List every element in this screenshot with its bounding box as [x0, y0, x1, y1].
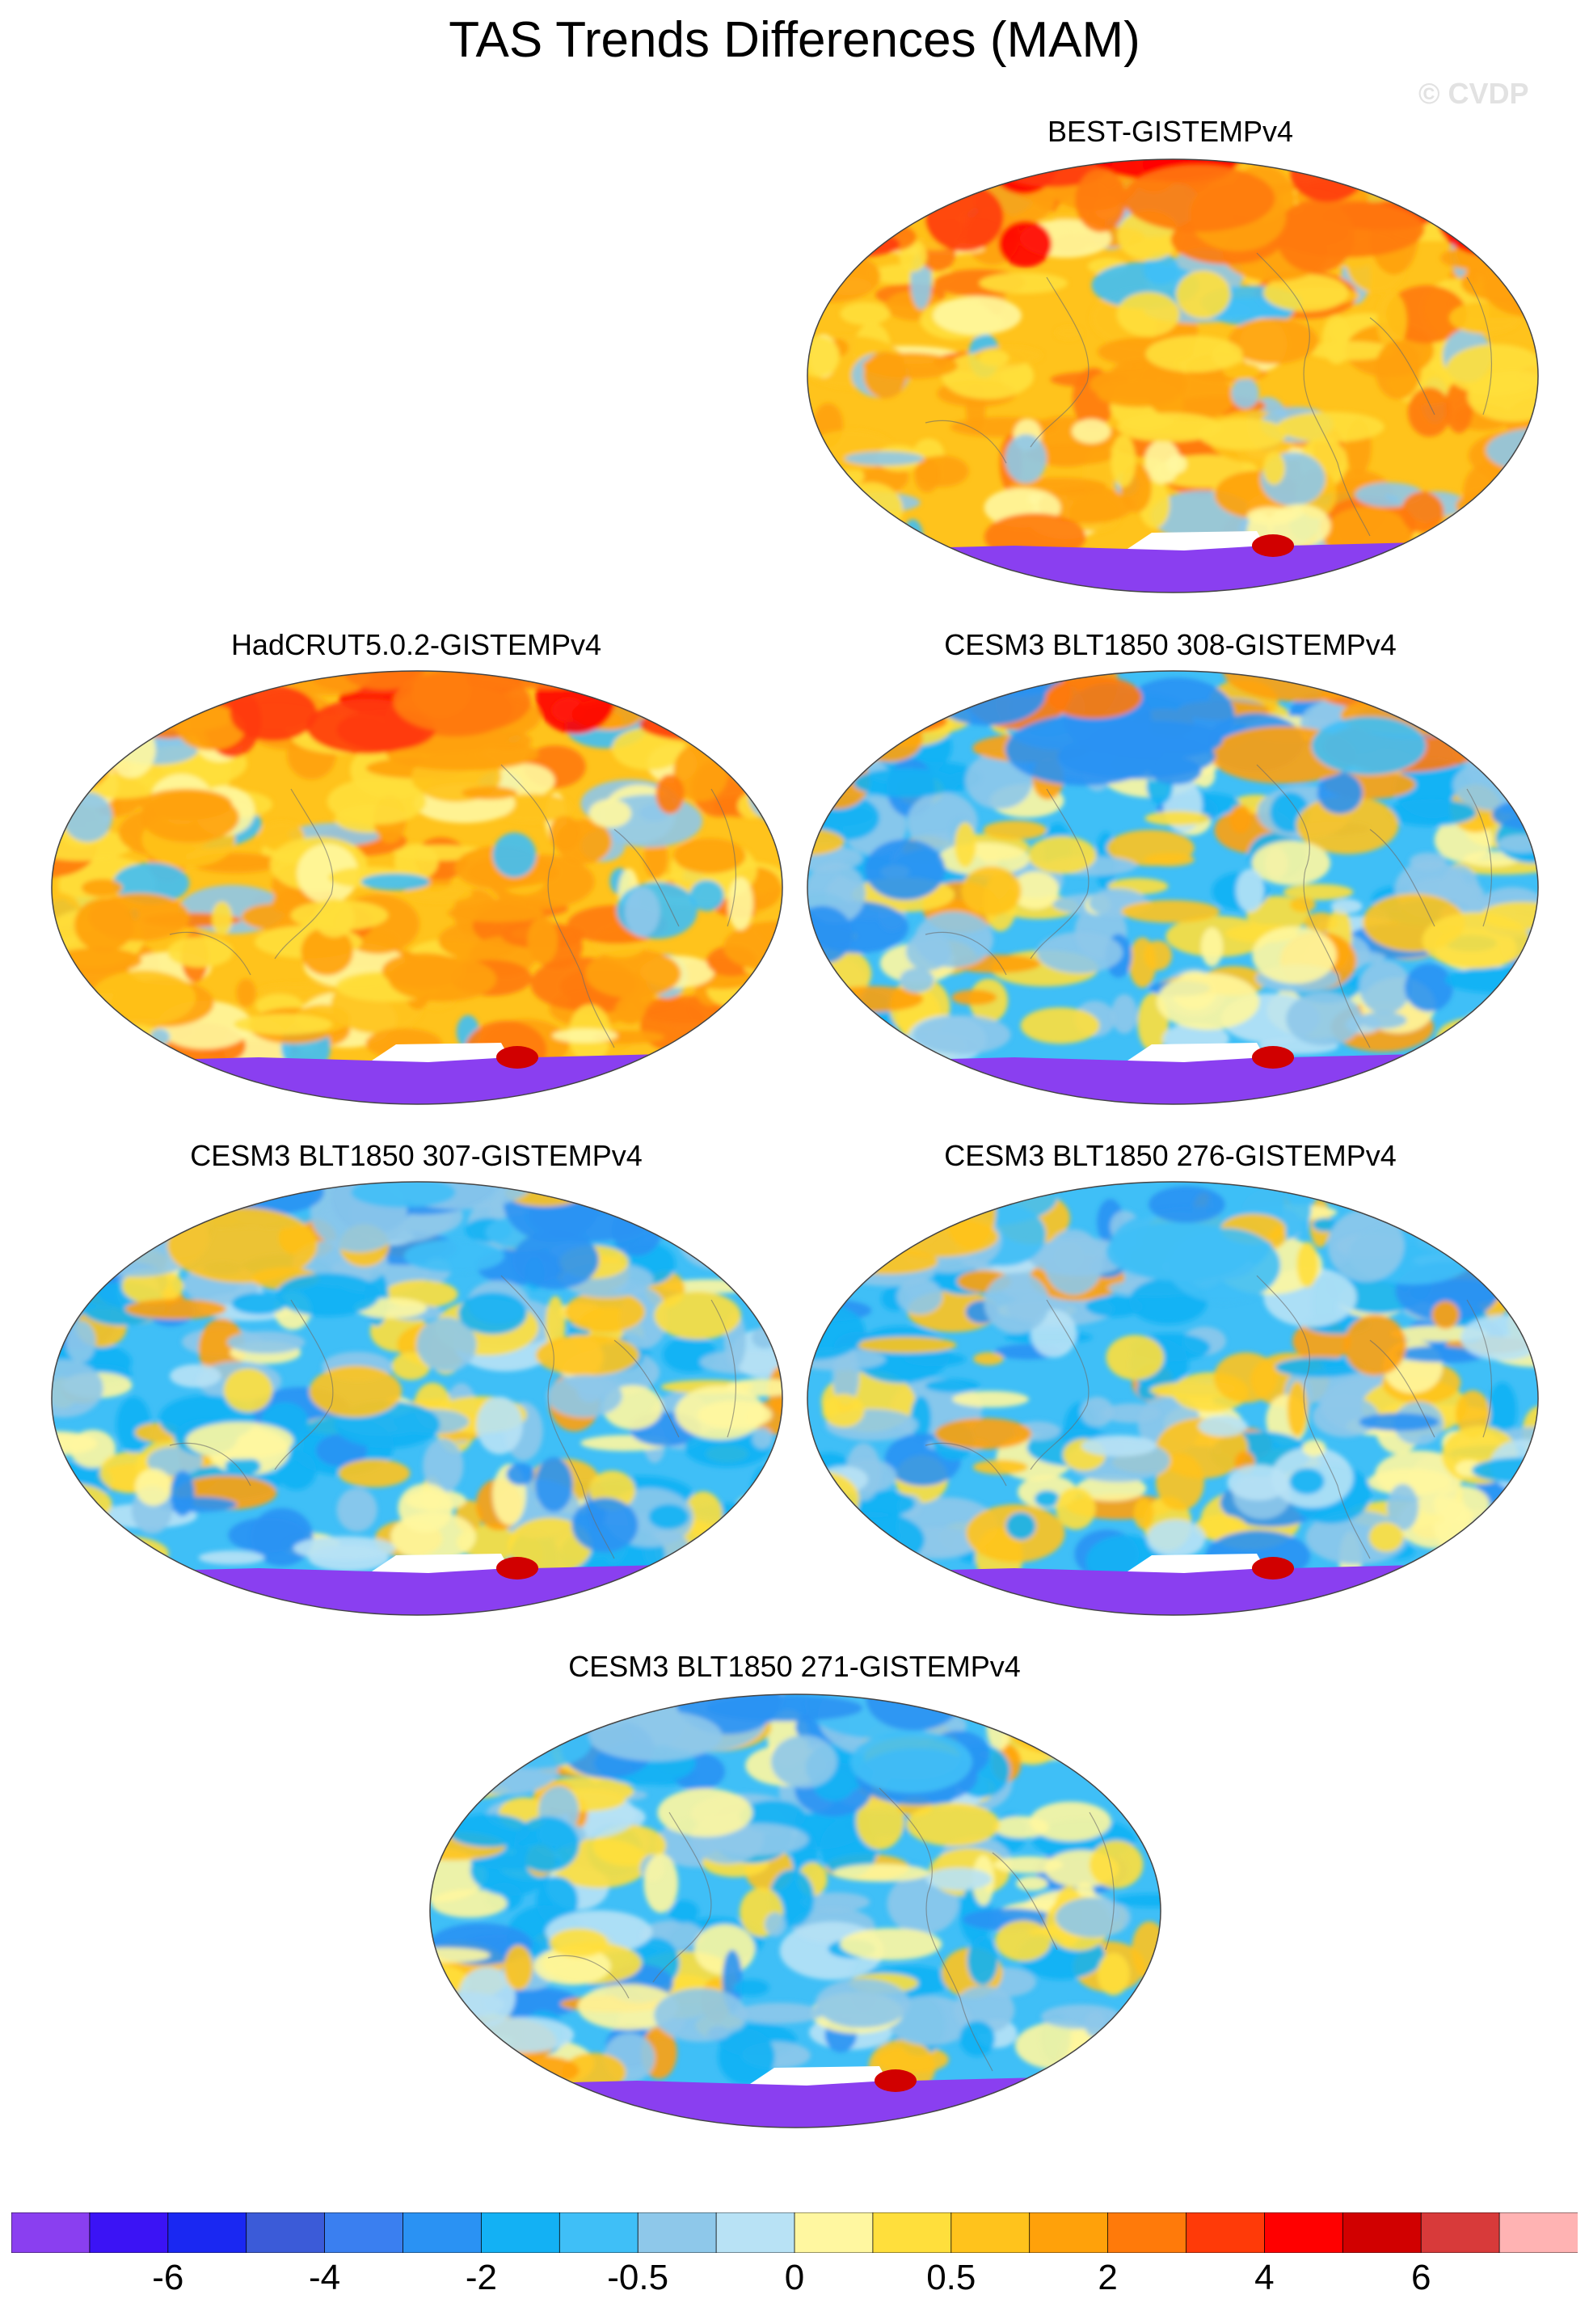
- panel-title-276: CESM3 BLT1850 276-GISTEMPv4: [944, 1139, 1397, 1172]
- colorbar-tick-label: -2: [465, 2258, 497, 2297]
- colorbar-swatch: [1498, 2212, 1578, 2253]
- colorbar-swatch: [481, 2212, 561, 2253]
- colorbar-swatch: [11, 2212, 91, 2253]
- map-panel-hadcrut: [48, 668, 786, 1107]
- map-panel-276: [804, 1179, 1541, 1618]
- colorbar-tick-label: 2: [1098, 2258, 1118, 2297]
- panel-title-308: CESM3 BLT1850 308-GISTEMPv4: [944, 628, 1397, 661]
- map-panel-307: [48, 1179, 786, 1618]
- colorbar-swatch: [1107, 2212, 1187, 2253]
- colorbar-swatch: [167, 2212, 247, 2253]
- map-panel-best: [804, 156, 1541, 596]
- panel-title-best: BEST-GISTEMPv4: [1047, 115, 1294, 148]
- colorbar-swatch: [637, 2212, 718, 2253]
- colorbar: [11, 2212, 1578, 2253]
- colorbar-swatch: [950, 2212, 1031, 2253]
- colorbar-swatch: [1029, 2212, 1109, 2253]
- colorbar-swatch: [558, 2212, 639, 2253]
- colorbar-tick-label: 4: [1254, 2258, 1275, 2297]
- colorbar-swatch: [794, 2212, 874, 2253]
- colorbar-swatch: [246, 2212, 326, 2253]
- colorbar-swatch: [715, 2212, 795, 2253]
- colorbar-tick-label: 0: [784, 2258, 805, 2297]
- panel-title-307: CESM3 BLT1850 307-GISTEMPv4: [190, 1139, 643, 1172]
- colorbar-swatch: [89, 2212, 169, 2253]
- colorbar-swatch: [1342, 2212, 1423, 2253]
- cvdp-watermark: © CVDP: [1418, 77, 1529, 110]
- colorbar-swatch: [1420, 2212, 1500, 2253]
- panel-title-271: CESM3 BLT1850 271-GISTEMPv4: [568, 1650, 1021, 1683]
- colorbar-tick-label: 6: [1410, 2258, 1431, 2297]
- colorbar-swatch: [1186, 2212, 1266, 2253]
- colorbar-swatch: [872, 2212, 952, 2253]
- colorbar-tick-label: -0.5: [607, 2258, 669, 2297]
- colorbar-swatch: [1264, 2212, 1344, 2253]
- figure-title: TAS Trends Differences (MAM): [449, 12, 1140, 68]
- map-panel-271: [427, 1691, 1164, 2131]
- colorbar-swatch: [403, 2212, 483, 2253]
- colorbar-tick-label: -6: [152, 2258, 184, 2297]
- panel-title-hadcrut: HadCRUT5.0.2-GISTEMPv4: [230, 628, 602, 661]
- colorbar-tick-label: 0.5: [926, 2258, 976, 2297]
- map-panel-308: [804, 668, 1541, 1107]
- colorbar-tick-label: -4: [309, 2258, 341, 2297]
- colorbar-swatch: [324, 2212, 404, 2253]
